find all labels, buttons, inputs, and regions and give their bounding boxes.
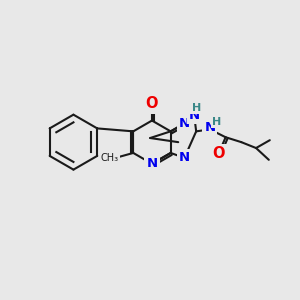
Text: N: N	[189, 109, 200, 122]
Text: CH₃: CH₃	[100, 153, 119, 163]
Text: O: O	[146, 96, 158, 111]
Text: O: O	[212, 146, 225, 161]
Text: N: N	[204, 121, 215, 134]
Text: N: N	[146, 157, 158, 170]
Text: H: H	[212, 116, 221, 127]
Text: N: N	[179, 117, 190, 130]
Text: H: H	[192, 103, 201, 113]
Text: N: N	[179, 152, 190, 164]
